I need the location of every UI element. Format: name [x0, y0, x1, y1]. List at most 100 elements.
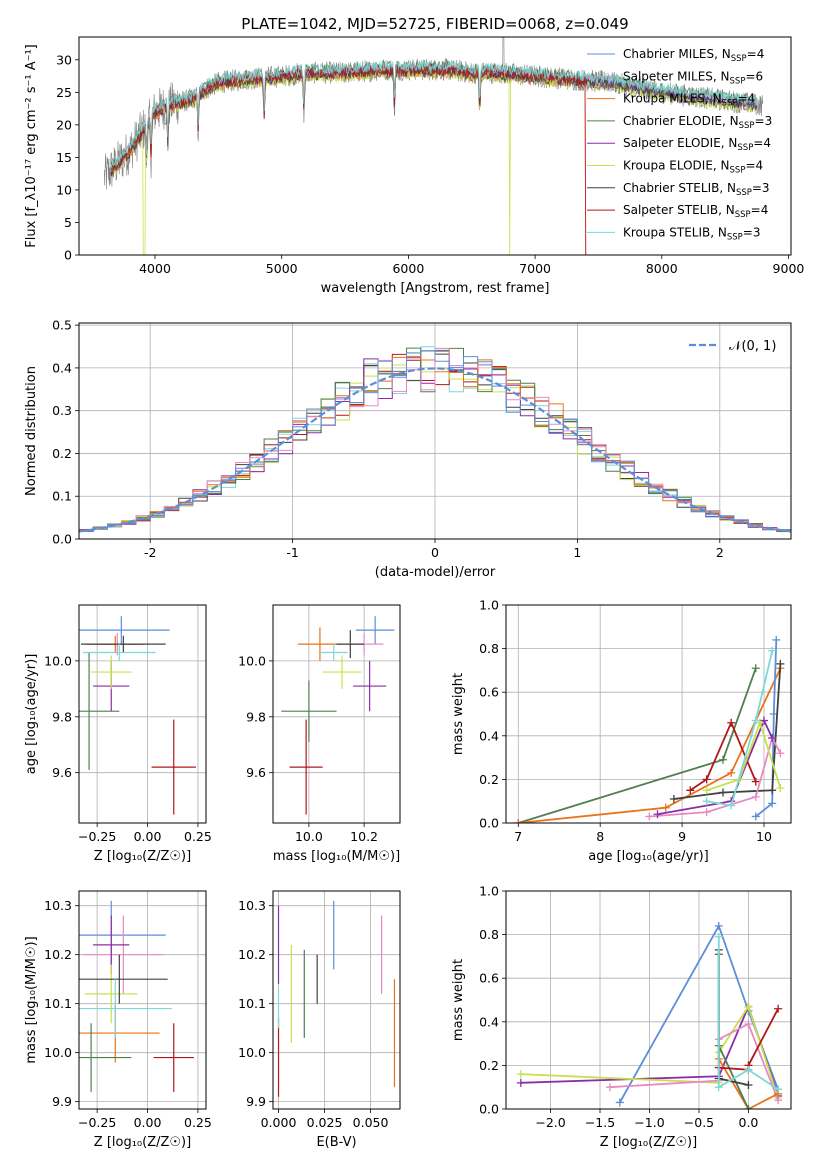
- x-tick-label: 9000: [773, 261, 805, 276]
- y-tick-label: 0.2: [479, 1058, 499, 1073]
- weight-marker: [727, 718, 736, 727]
- weight-marker: [751, 812, 760, 821]
- x-tick-label: 0.00: [134, 1115, 162, 1130]
- x-axis-label: Z [log₁₀(Z/Z☉)]: [94, 849, 191, 864]
- histogram-step-0: [79, 350, 791, 532]
- weight-series-3: [689, 720, 757, 792]
- weight-series-8: [706, 650, 774, 807]
- weight-marker: [772, 635, 781, 644]
- legend-label: Salpeter MILES, N: [623, 69, 730, 83]
- weight-marker: [714, 921, 723, 930]
- legend-subscript: SSP: [731, 54, 747, 64]
- weight-marker: [744, 1065, 753, 1074]
- weight-marker: [768, 733, 777, 742]
- weight-marker: [686, 786, 695, 795]
- plot-area: [277, 900, 396, 1097]
- weight-series-8: [717, 936, 779, 1091]
- y-tick-label: 0.2: [479, 772, 499, 787]
- y-axis-label: mass weight: [451, 959, 466, 1041]
- legend-label: Kroupa STELIB, N: [623, 225, 727, 239]
- y-tick-label: 0: [64, 248, 72, 263]
- legend-label: Chabrier STELIB, N: [623, 181, 736, 195]
- weight-marker: [751, 664, 760, 673]
- legend-tail: =4: [738, 92, 756, 106]
- legend-label: Kroupa ELODIE, N: [623, 159, 730, 173]
- model-spectrum-8: [110, 59, 758, 168]
- x-tick-label: 6000: [392, 261, 424, 276]
- weight-marker: [768, 786, 777, 795]
- weight-series-6: [657, 718, 774, 816]
- y-tick-label: 0.2: [52, 446, 72, 461]
- weight-marker: [774, 1004, 783, 1013]
- weight-marker: [751, 716, 760, 725]
- plot-area: [79, 900, 194, 1092]
- weight-marker: [744, 1081, 753, 1090]
- y-tick-label: 10: [56, 182, 72, 197]
- legend-label: Salpeter STELIB, N: [623, 203, 735, 217]
- x-axis-label: age [log₁₀(age/yr)]: [588, 849, 709, 864]
- y-tick-label: 0.1: [52, 489, 72, 504]
- y-tick-label: 10.3: [44, 898, 72, 913]
- weight-marker: [702, 775, 711, 784]
- weight-marker: [719, 755, 728, 764]
- axes-frame: [78, 36, 792, 256]
- weight-marker: [605, 1083, 614, 1092]
- y-axis-label: mass weight: [451, 673, 466, 755]
- x-tick-label: 7000: [519, 261, 551, 276]
- x-tick-label: 10.2: [350, 829, 378, 844]
- x-tick-label: 7: [514, 829, 522, 844]
- x-tick-label: -1: [286, 545, 298, 560]
- legend-entry: Chabrier STELIB, NSSP=3: [623, 181, 770, 198]
- weight-series-2: [755, 639, 778, 818]
- legend-tail: =3: [755, 114, 773, 128]
- x-tick-label: 10.0: [295, 829, 323, 844]
- chart-residuals: -2 -1 0 1 2 0.0 0.1 0.2 0.3 0.4 0.5 (data-model)/er…: [24, 318, 792, 580]
- x-tick-label: 5000: [266, 261, 298, 276]
- y-tick-label: 0.6: [479, 685, 499, 700]
- plot-area: [79, 346, 791, 533]
- weight-series-4: [673, 663, 782, 800]
- weight-marker: [669, 795, 678, 804]
- y-tick-label: 9.8: [246, 709, 266, 724]
- plot-area: [104, 37, 764, 255]
- weight-marker: [759, 716, 768, 725]
- y-tick-label: 5: [64, 215, 72, 230]
- y-axis-label: Flux [f_λ10⁻¹⁷ erg cm⁻² s⁻¹ A⁻¹]: [24, 44, 39, 248]
- weight-marker: [702, 786, 711, 795]
- chart-z-age: −0.25 0.00 0.25 9.6 9.8 10.0 Z [log₁₀(Z/Z☉)] ag…: [24, 604, 212, 864]
- y-tick-label: 25: [56, 85, 72, 100]
- weight-marker: [768, 646, 777, 655]
- y-tick-label: 1.0: [479, 598, 499, 613]
- weight-series-7: [706, 719, 782, 792]
- weight-marker: [661, 803, 670, 812]
- legend-subscript: SSP: [727, 232, 743, 242]
- y-tick-label: 9.9: [52, 1094, 72, 1109]
- legend-entry: Salpeter MILES, NSSP=6: [623, 69, 763, 86]
- x-tick-label: 0.25: [184, 829, 212, 844]
- x-tick-label: 4000: [139, 261, 171, 276]
- legend-entry: Chabrier ELODIE, NSSP=3: [623, 114, 772, 131]
- y-tick-label: 10.0: [238, 653, 266, 668]
- weight-marker: [744, 1019, 753, 1028]
- y-tick-label: 0.3: [52, 403, 72, 418]
- y-tick-label: 10.0: [238, 1045, 266, 1060]
- axes-frame: [505, 604, 792, 824]
- weight-marker: [714, 1083, 723, 1092]
- y-tick-label: 0.6: [479, 971, 499, 986]
- legend-entry: Salpeter STELIB, NSSP=4: [623, 203, 768, 220]
- legend-label: Kroupa MILES, N: [623, 92, 722, 106]
- y-tick-label: 15: [56, 150, 72, 165]
- x-tick-label: 0.25: [184, 1115, 212, 1130]
- weight-marker: [774, 1085, 783, 1094]
- legend-tail: =4: [747, 47, 765, 61]
- weight-marker: [702, 797, 711, 806]
- y-tick-label: 0.5: [52, 318, 72, 333]
- x-tick-label: 0: [431, 545, 439, 560]
- weight-marker: [516, 1078, 525, 1087]
- axes-frame: [272, 604, 401, 824]
- weight-marker: [653, 810, 662, 819]
- legend-subscript: SSP: [730, 76, 746, 86]
- y-tick-label: 20: [56, 117, 72, 132]
- x-tick-label: 8000: [646, 261, 678, 276]
